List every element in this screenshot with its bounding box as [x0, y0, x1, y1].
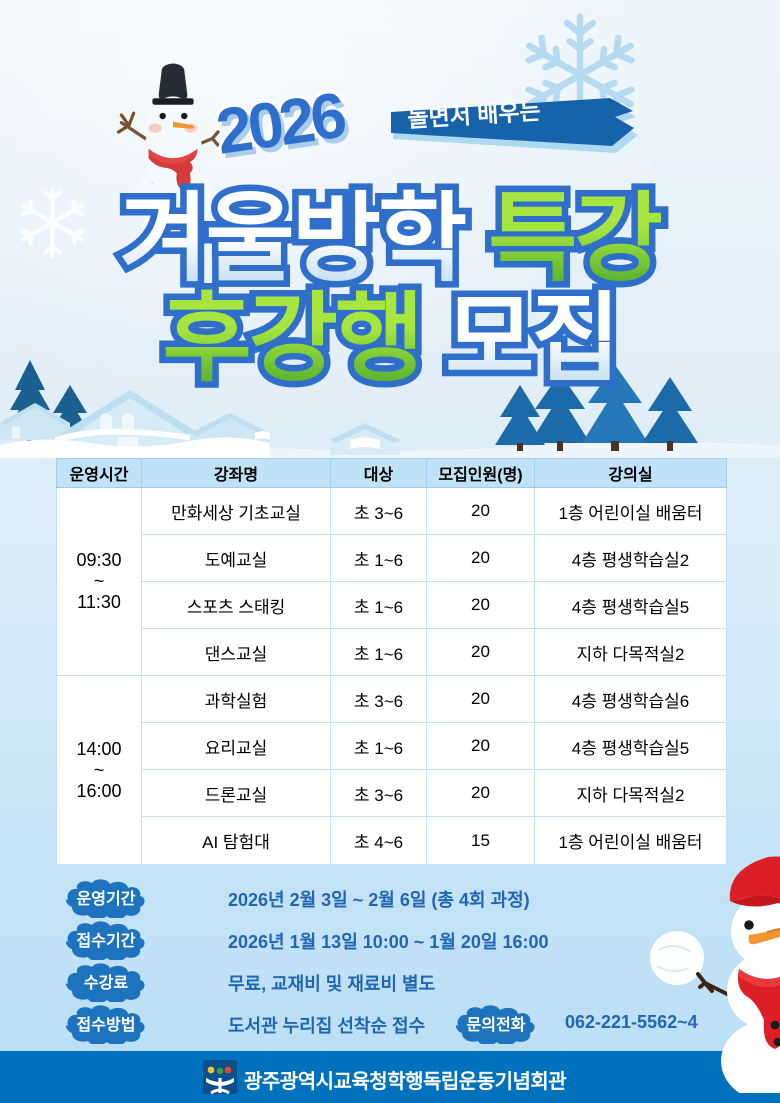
svg-text:문의전화: 문의전화: [467, 1015, 526, 1034]
svg-text:접수기간: 접수기간: [77, 931, 136, 950]
svg-text:운영기간: 운영기간: [77, 890, 136, 908]
svg-text:접수방법: 접수방법: [77, 1015, 136, 1034]
svg-text:수강료: 수강료: [84, 974, 128, 992]
